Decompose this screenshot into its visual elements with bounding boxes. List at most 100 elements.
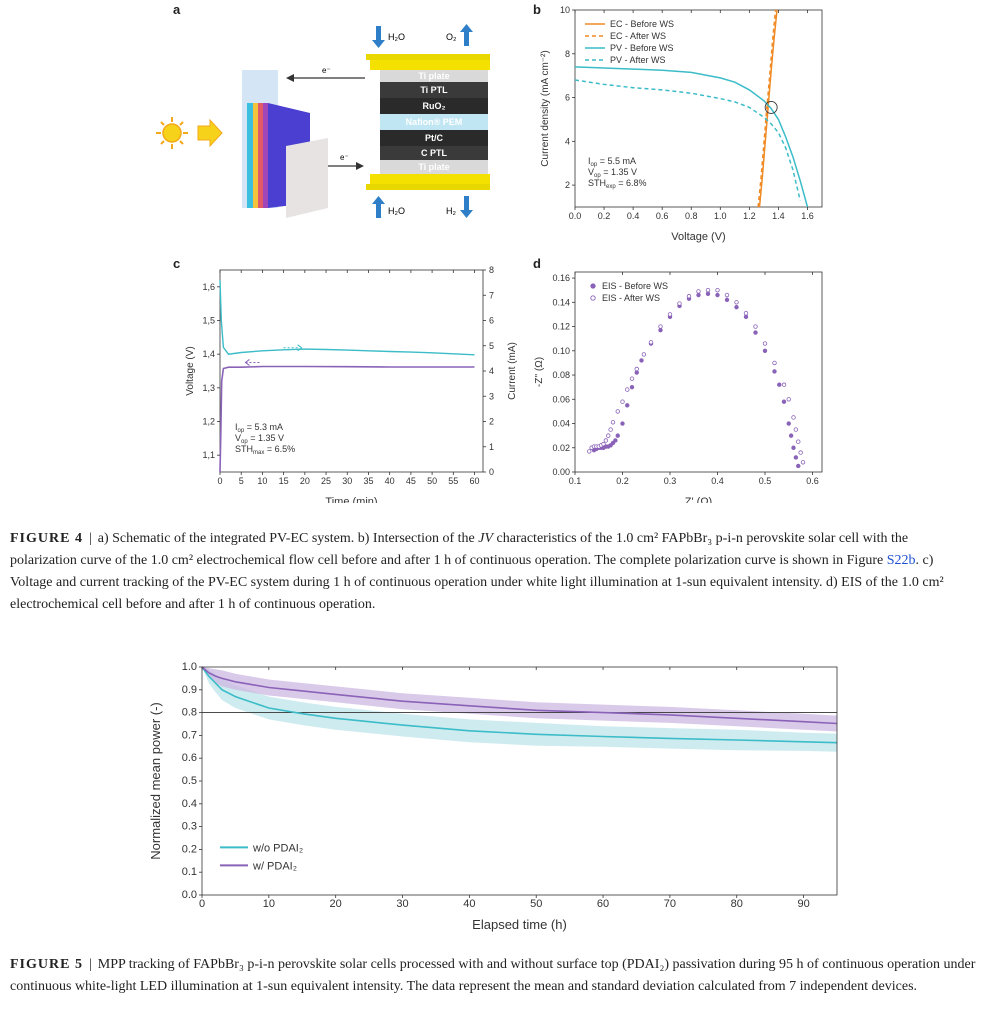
species-label: H₂	[446, 206, 456, 216]
data-point	[772, 360, 777, 366]
data-point	[791, 415, 796, 420]
x-tick-label: 0.6	[806, 476, 819, 486]
y-tick-label: 0.9	[182, 684, 197, 696]
data-point	[610, 420, 616, 425]
x-tick-label: 1.6	[801, 211, 814, 221]
solar-cell-stack	[242, 70, 328, 218]
data-point	[615, 409, 620, 414]
data-point	[781, 382, 787, 387]
series-line	[574, 66, 809, 208]
y-tick-label: 1,6	[202, 282, 215, 292]
data-point	[793, 455, 799, 460]
y-tick-label: 0.7	[182, 729, 197, 741]
x-tick-label: 60	[470, 476, 480, 486]
data-point	[788, 433, 794, 438]
y-tick-label: 10	[560, 5, 570, 15]
annotation-text: STHexp = 6.8%	[588, 178, 646, 190]
annotation-text: Vop = 1.35 V	[588, 167, 637, 179]
y-tick-label: 1,1	[202, 450, 215, 460]
y-axis-label: Voltage (V)	[185, 346, 196, 395]
caption-text: a) Schematic of the integrated PV-EC sys…	[97, 531, 479, 546]
species-label: O₂	[446, 32, 457, 42]
layer-label: Ti plate	[418, 162, 449, 172]
y-tick-label: 0.10	[552, 346, 570, 356]
y-tick-label: 0.4	[182, 798, 197, 810]
x-tick-label: 55	[448, 476, 458, 486]
y-tick-label: 0.08	[552, 370, 570, 380]
x-axis-label: Z' (Ω)	[685, 496, 712, 503]
annotation-text: STHmax = 6.5%	[235, 444, 295, 456]
x-tick-label: 50	[530, 898, 542, 910]
data-point	[641, 352, 647, 357]
sun-icon	[156, 117, 188, 149]
x-tick-label: 0.1	[569, 476, 582, 486]
data-point	[625, 403, 630, 408]
y-tick-label: 0.16	[552, 273, 570, 283]
series-line	[757, 9, 777, 208]
x-tick-label: 0.6	[656, 211, 669, 221]
caption-text: MPP tracking of FAPbBr₃ p-i-n perovskite…	[10, 957, 976, 994]
x-tick-label: 1.4	[772, 211, 785, 221]
data-point	[791, 445, 796, 450]
data-point	[762, 341, 768, 346]
x-tick-label: 40	[463, 898, 475, 910]
y2-tick-label: 2	[489, 417, 494, 427]
panel-label-c: c	[173, 256, 181, 271]
data-point	[634, 366, 639, 372]
annotation-text: Vop = 1.35 V	[235, 433, 284, 445]
pv-ec-schematic: e⁻ e⁻ Ti plate Ti PTL RuO₂ Nafion® PEM P…	[156, 24, 490, 218]
x-tick-label: 70	[664, 898, 676, 910]
y-tick-label: 6	[565, 93, 570, 103]
data-point	[743, 314, 749, 320]
x-tick-label: 10	[263, 898, 275, 910]
y2-tick-label: 6	[489, 316, 494, 326]
legend-label: EC - Before WS	[610, 19, 674, 29]
data-point	[639, 358, 644, 363]
y2-tick-label: 7	[489, 290, 494, 300]
x-tick-label: 1.2	[743, 211, 756, 221]
intersection-marker	[764, 100, 778, 114]
caption-text-italic: JV	[478, 531, 494, 546]
legend-label: EIS - Before WS	[602, 281, 668, 291]
y-tick-label: 0.2	[182, 843, 197, 855]
layer-label: Nafion® PEM	[406, 117, 463, 127]
x-tick-label: 0.4	[627, 211, 640, 221]
figure-link[interactable]: S22b	[886, 553, 916, 568]
x-tick-label: 35	[363, 476, 373, 486]
data-point	[772, 369, 777, 374]
y-tick-label: 0.1	[182, 866, 197, 878]
x-tick-label: 0.4	[711, 476, 724, 486]
x-tick-label: 0.5	[759, 476, 772, 486]
x-tick-label: 0.2	[616, 476, 629, 486]
x-tick-label: 0	[199, 898, 205, 910]
data-point	[705, 291, 711, 297]
x-tick-label: 40	[385, 476, 395, 486]
layer-label: Ti plate	[418, 71, 449, 81]
x-tick-label: 30	[396, 898, 408, 910]
x-tick-label: 0.0	[569, 211, 582, 221]
data-point	[677, 301, 682, 306]
caption-text: . c) Voltage and current tracking of the…	[10, 553, 944, 612]
electrolyzer-stack	[366, 54, 490, 190]
arrow-left-icon	[244, 359, 250, 366]
layer-label: Ti PTL	[420, 85, 448, 95]
x-tick-label: 0.3	[664, 476, 677, 486]
data-point	[658, 327, 663, 333]
data-point	[786, 397, 791, 402]
legend-label: PV - Before WS	[610, 43, 674, 53]
species-label: H₂O	[388, 32, 405, 42]
legend-label: PV - After WS	[610, 55, 666, 65]
data-point	[615, 433, 620, 438]
series-line	[758, 9, 778, 208]
x-tick-label: 50	[427, 476, 437, 486]
x-axis-label: Time (min)	[325, 496, 377, 503]
legend-label: w/o PDAI₂	[252, 842, 303, 854]
y-tick-label: 4	[565, 136, 570, 146]
data-point	[715, 287, 720, 293]
panel-label-d: d	[533, 256, 541, 271]
x-tick-label: 45	[406, 476, 416, 486]
x-tick-label: 0.8	[685, 211, 698, 221]
data-point	[587, 449, 592, 454]
layer-label: C PTL	[421, 148, 448, 158]
data-point	[798, 450, 803, 455]
